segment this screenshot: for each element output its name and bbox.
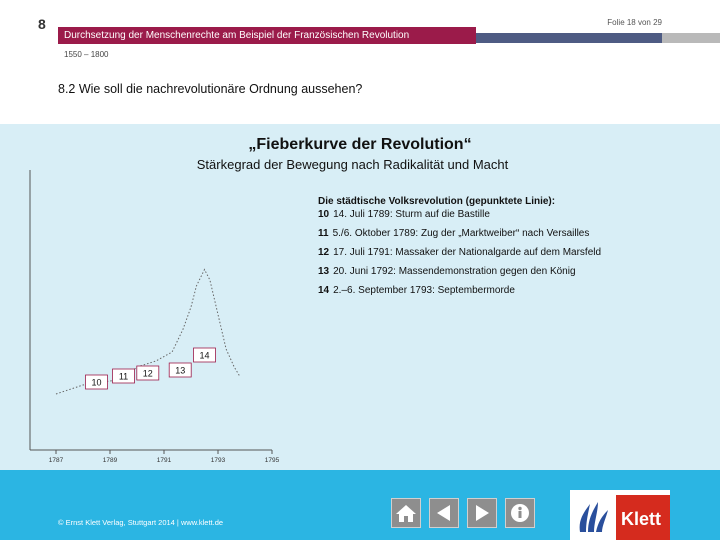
title-bar: Durchsetzung der Menschenrechte am Beisp… — [58, 27, 476, 44]
chart-legend: Die städtische Volksrevolution (gepunkte… — [318, 196, 601, 304]
back-button[interactable] — [429, 498, 459, 528]
home-icon — [396, 505, 416, 522]
event-marker-13: 13 — [168, 362, 192, 378]
event-marker-10: 10 — [85, 374, 108, 390]
legend-item: 14 2.–6. September 1793: Septembermorde — [318, 285, 515, 296]
chart-ticks: 1787 1789 1791 1793 1795 — [49, 450, 280, 464]
period-label: 1550 – 1800 — [64, 50, 109, 59]
info-button[interactable] — [505, 498, 535, 528]
event-marker-12: 12 — [136, 365, 160, 381]
klett-logo-red-block — [616, 495, 670, 540]
event-marker-label: 10 — [91, 378, 101, 388]
section-heading: 8.2 Wie soll die nachrevolutionäre Ordnu… — [58, 82, 363, 96]
event-marker-label: 12 — [143, 369, 153, 379]
event-marker-label: 11 — [119, 372, 128, 382]
event-marker-box — [193, 347, 216, 363]
info-icon — [511, 504, 529, 522]
fever-curve-chart: 1787 1789 1791 1793 1795 10 11 12 13 14 — [29, 170, 280, 464]
x-tick-label: 1789 — [103, 457, 118, 464]
event-marker-box — [112, 368, 135, 384]
copyright: © Ernst Klett Verlag, Stuttgart 2014 | w… — [58, 518, 224, 527]
x-tick-label: 1793 — [211, 457, 226, 464]
forward-arrow-icon — [476, 505, 489, 521]
legend-item: 12 17. Juli 1791: Massaker der Nationalga… — [318, 247, 602, 258]
chart-title: „Fieberkurve der Revolution“ — [248, 136, 472, 153]
chapter-number: 8 — [38, 16, 46, 32]
x-tick-label: 1787 — [49, 457, 64, 464]
event-marker-box — [168, 362, 192, 378]
slide-title: Durchsetzung der Menschenrechte am Beisp… — [64, 30, 410, 41]
chart-markers: 10 11 12 13 14 — [85, 347, 216, 390]
title-bar-accent — [476, 33, 662, 43]
event-marker-11: 11 — [112, 368, 135, 384]
klett-clover-icon — [579, 502, 608, 532]
home-button[interactable] — [391, 498, 421, 528]
legend-item: 13 20. Juni 1792: Massendemonstration geg… — [318, 266, 576, 277]
chart-axes — [29, 170, 272, 451]
legend-item: 11 5./6. Oktober 1789: Zug der „Marktweib… — [318, 228, 590, 239]
event-marker-box — [85, 374, 108, 390]
back-arrow-icon — [437, 505, 450, 521]
x-tick-label: 1791 — [157, 457, 172, 464]
title-bar-accent-grey — [662, 33, 720, 43]
legend-title: Die städtische Volksrevolution (gepunkte… — [318, 196, 556, 207]
event-marker-label: 14 — [199, 351, 209, 361]
forward-button[interactable] — [467, 498, 497, 528]
event-marker-14: 14 — [193, 347, 216, 363]
chart-subtitle: Stärkegrad der Bewegung nach Radikalität… — [196, 157, 509, 172]
event-marker-box — [136, 365, 160, 381]
event-marker-label: 13 — [175, 366, 185, 376]
klett-logo-text: Klett — [621, 509, 661, 529]
legend-item: 10 14. Juli 1789: Sturm auf die Bastille — [318, 209, 490, 220]
content-area — [0, 124, 720, 470]
slide-counter: Folie 18 von 29 — [607, 18, 662, 27]
x-tick-label: 1795 — [265, 457, 280, 464]
